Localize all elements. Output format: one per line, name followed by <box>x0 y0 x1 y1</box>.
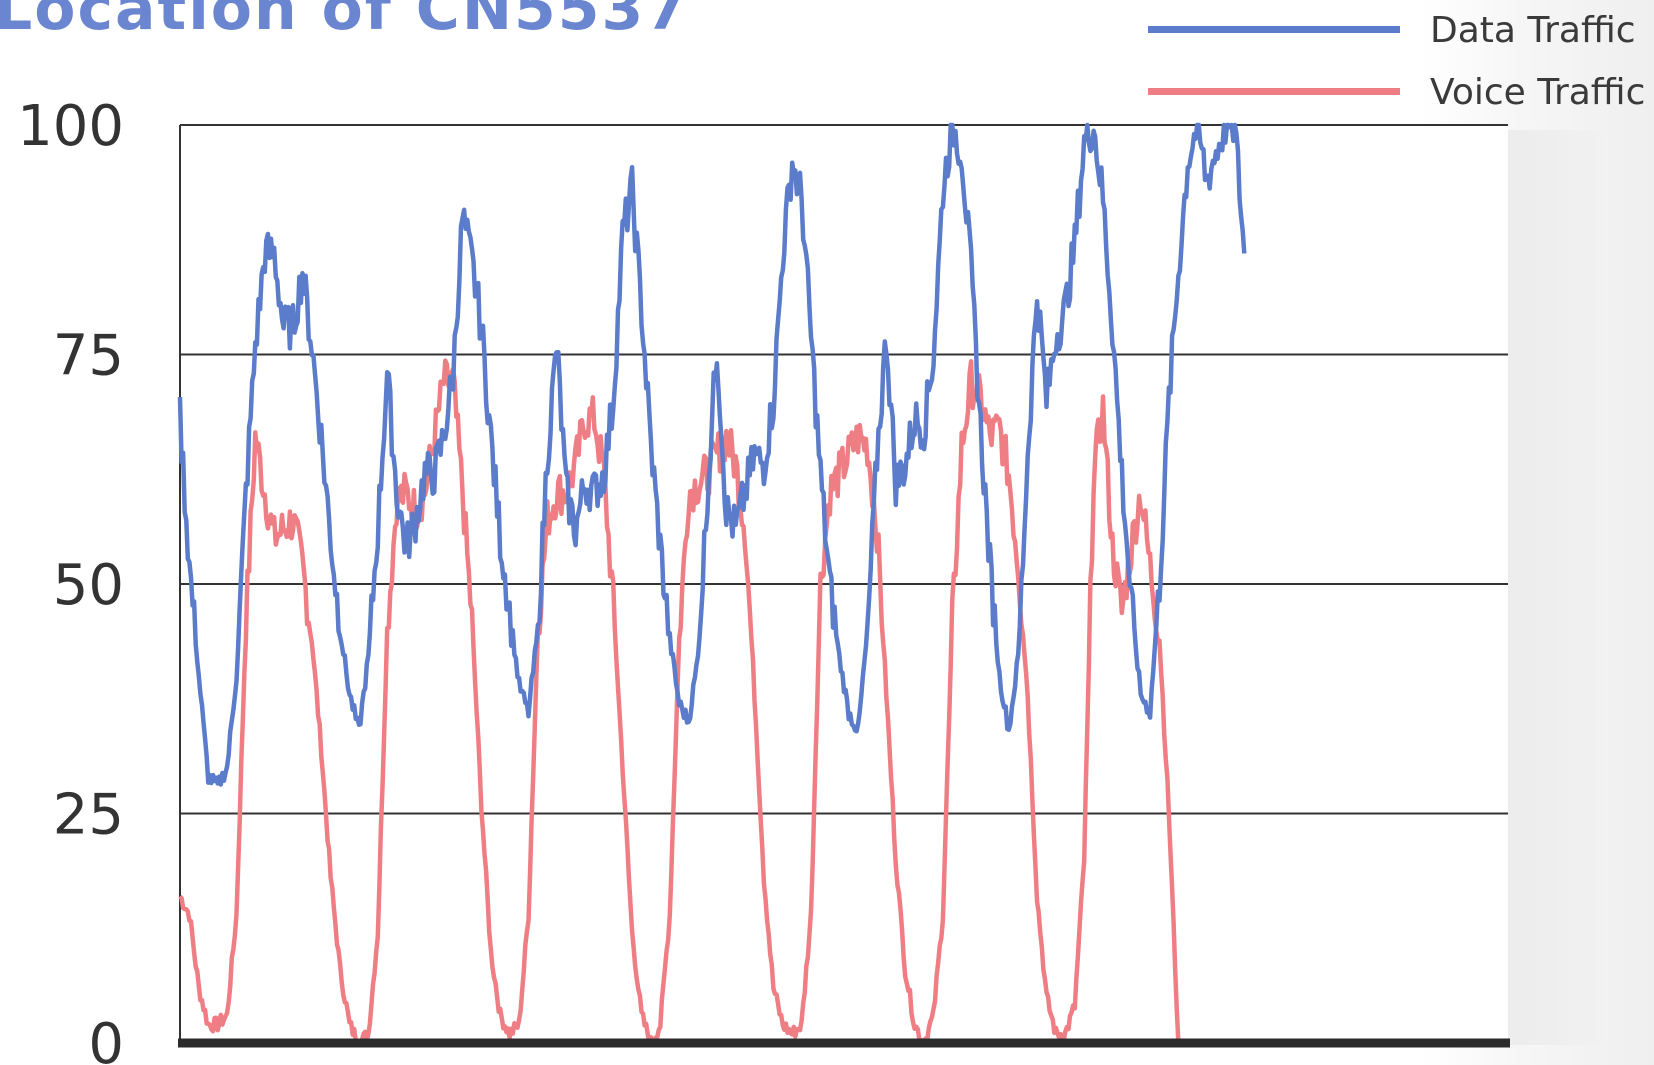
y-tick-label-25: 25 <box>53 783 124 848</box>
legend-swatch-data-traffic <box>1148 26 1400 33</box>
legend-item-data-traffic: Data Traffic <box>1148 10 1648 72</box>
legend: Data Traffic Voice Traffic <box>1148 10 1648 134</box>
y-tick-label-0: 0 <box>88 1012 124 1065</box>
slide-shadow <box>1490 130 1610 1045</box>
y-tick-label-50: 50 <box>53 553 124 618</box>
series-line-data-traffic <box>177 122 1247 787</box>
y-tick-label-75: 75 <box>53 324 124 389</box>
legend-label-data-traffic: Data Traffic <box>1430 10 1636 51</box>
legend-swatch-voice-traffic <box>1148 88 1400 95</box>
legend-label-voice-traffic: Voice Traffic <box>1430 72 1646 113</box>
series-line-voice-traffic <box>178 358 1181 1046</box>
legend-item-voice-traffic: Voice Traffic <box>1148 72 1648 134</box>
y-tick-label-100: 100 <box>17 94 124 159</box>
chart-title: Location of CN5537 <box>0 0 690 44</box>
